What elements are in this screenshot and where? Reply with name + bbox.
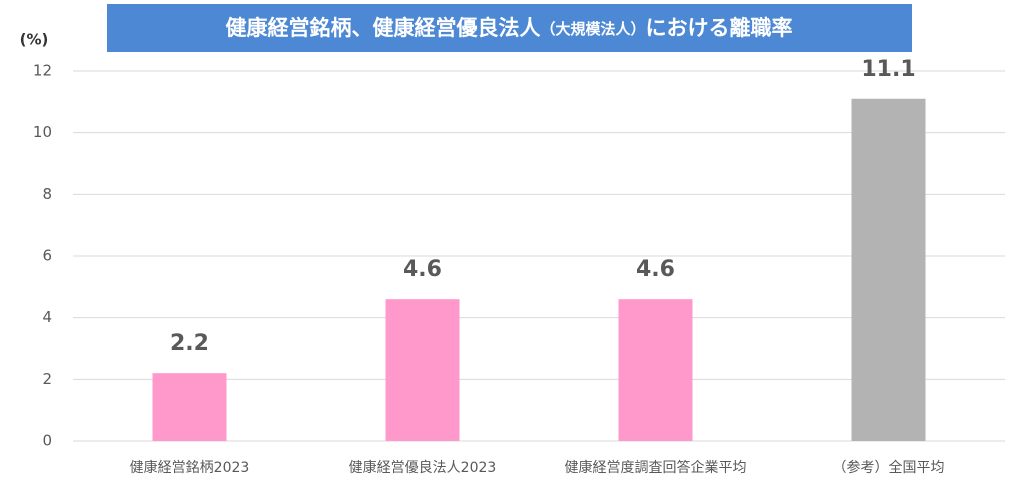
- value-label: 2.2: [170, 331, 209, 356]
- chart-title: 健康経営銘柄、健康経営優良法人（大規模法人）における離職率: [225, 16, 792, 40]
- x-tick-label: 健康経営度調査回答企業平均: [565, 459, 747, 476]
- x-tick-label: （参考）全国平均: [833, 459, 945, 476]
- value-label: 4.6: [636, 257, 675, 282]
- y-tick-label: 2: [42, 370, 52, 388]
- title-part: 健康経営銘柄、健康経営優良法人: [225, 16, 540, 40]
- title-part: （大規模法人）: [540, 20, 645, 38]
- y-tick-label: 6: [42, 247, 52, 265]
- value-label: 4.6: [403, 257, 442, 282]
- y-tick-label: 0: [42, 432, 52, 450]
- y-axis-unit: (%): [20, 31, 49, 49]
- bar: [385, 299, 460, 441]
- x-tick-label: 健康経営銘柄2023: [130, 459, 250, 476]
- bar: [152, 373, 227, 441]
- title-box: [107, 4, 912, 52]
- bar: [851, 98, 926, 441]
- y-tick-label: 4: [42, 308, 52, 326]
- y-tick-label: 10: [33, 123, 52, 141]
- bar: [618, 299, 693, 441]
- value-label: 11.1: [861, 57, 915, 82]
- title-part: における離職率: [646, 16, 793, 40]
- y-tick-label: 12: [33, 62, 52, 80]
- y-tick-label: 8: [42, 185, 52, 203]
- x-tick-label: 健康経営優良法人2023: [349, 459, 497, 476]
